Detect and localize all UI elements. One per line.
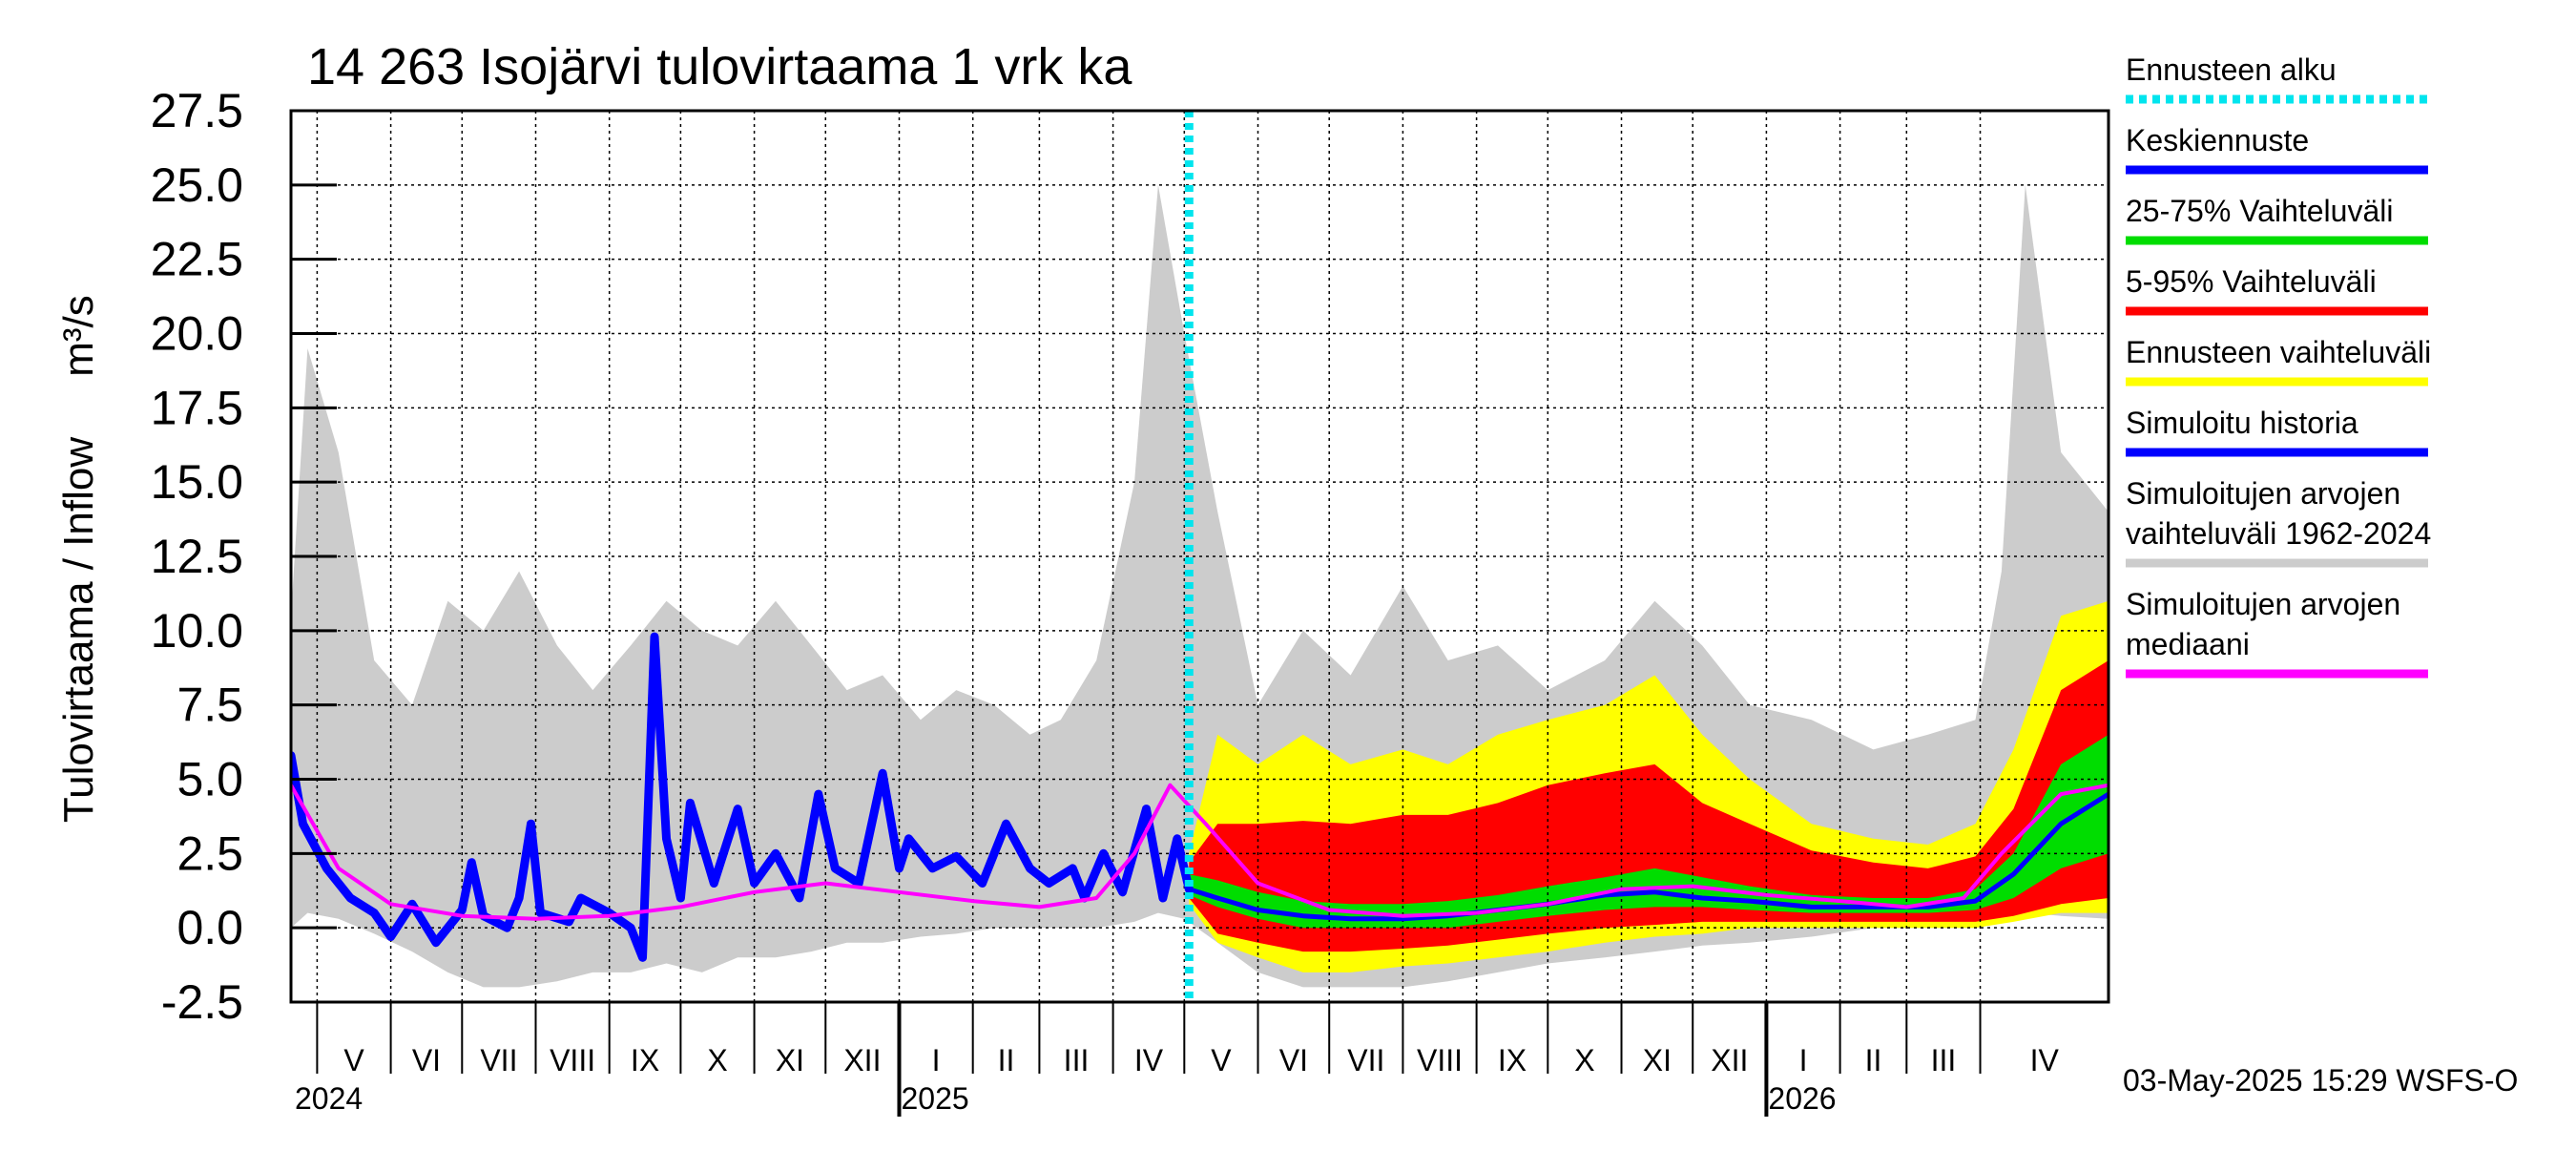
month-label: IV <box>1134 1043 1164 1077</box>
month-label: VII <box>480 1043 517 1077</box>
month-label: I <box>1799 1043 1808 1077</box>
band-series-3 <box>1189 660 2109 952</box>
month-label: V <box>343 1043 364 1077</box>
y-tick-label: 10.0 <box>151 604 243 658</box>
axes-layer: -2.5 0.0 2.5 5.0 7.5 10.0 12.5 15.0 17.5 20.0 22.5… <box>55 84 2110 1117</box>
month-label: X <box>707 1043 727 1077</box>
year-label: 2026 <box>1768 1081 1836 1116</box>
y-tick-label: 20.0 <box>151 307 243 361</box>
y-tick-label: 25.0 <box>151 158 243 212</box>
line-series-1 <box>291 632 1194 962</box>
y-tick-label: 27.5 <box>151 84 243 137</box>
legend-label-8: mediaani <box>2126 627 2250 661</box>
month-label: III <box>1931 1043 1957 1077</box>
y-tick-label: 12.5 <box>151 530 243 583</box>
month-label: XII <box>843 1043 881 1077</box>
month-label: I <box>932 1043 941 1077</box>
grid-layer <box>291 110 2109 1003</box>
y-tick-label: -2.5 <box>161 975 243 1029</box>
legend-label-3: 25-75% Vaihteluväli <box>2126 194 2393 228</box>
y-tick-label: 22.5 <box>151 233 243 286</box>
month-label: VIII <box>1417 1043 1463 1077</box>
year-label: 2024 <box>295 1081 363 1116</box>
y-tick-label: 7.5 <box>177 679 243 732</box>
month-label: XII <box>1711 1043 1748 1077</box>
y-tick-label: 2.5 <box>177 826 243 880</box>
month-label: IX <box>631 1043 659 1077</box>
legend-label-4: 5-95% Vaihteluväli <box>2126 264 2377 299</box>
month-label: IX <box>1498 1043 1527 1077</box>
legend: Ennusteen alku Keskiennuste 25-75% Vaihtel… <box>2126 52 2431 679</box>
legend-label-8: Simuloitujen arvojen <box>2126 587 2400 621</box>
month-label: III <box>1064 1043 1090 1077</box>
legend-label-2: Keskiennuste <box>2126 123 2309 157</box>
legend-label-6: Simuloitu historia <box>2126 406 2358 440</box>
month-label: VIII <box>550 1043 595 1077</box>
month-label: II <box>1865 1043 1882 1077</box>
month-label: II <box>998 1043 1015 1077</box>
month-label: XI <box>1643 1043 1672 1077</box>
y-tick-label: 17.5 <box>151 381 243 434</box>
y-tick-label: 15.0 <box>151 455 243 509</box>
month-label: VI <box>412 1043 441 1077</box>
line-series-2 <box>1186 791 2109 922</box>
month-label: V <box>1211 1043 1232 1077</box>
legend-label-7: vaihteluväli 1962-2024 <box>2126 516 2431 551</box>
bands-layer <box>291 184 2109 988</box>
month-label: X <box>1574 1043 1594 1077</box>
lines-layer <box>291 111 2109 1002</box>
year-label: 2025 <box>901 1081 968 1116</box>
y-tick-label: 5.0 <box>177 753 243 806</box>
month-label: VI <box>1279 1043 1308 1077</box>
legend-label-1: Ennusteen alku <box>2126 52 2337 87</box>
month-label: IV <box>2030 1043 2060 1077</box>
legend-label-7: Simuloitujen arvojen <box>2126 476 2400 511</box>
chart-title: 14 263 Isojärvi tulovirtaama 1 vrk ka <box>307 38 1132 95</box>
month-label: VII <box>1347 1043 1384 1077</box>
line-series-3 <box>291 783 2109 921</box>
y-axis-label: Tulovirtaama / Inflow <box>55 437 102 824</box>
y-axis-unit: m³/s <box>55 295 102 377</box>
footer-timestamp: 03-May-2025 15:29 WSFS-O <box>2123 1063 2518 1098</box>
y-tick-label: 0.0 <box>177 901 243 954</box>
legend-label-5: Ennusteen vaihteluväli <box>2126 335 2431 369</box>
month-label: XI <box>776 1043 804 1077</box>
